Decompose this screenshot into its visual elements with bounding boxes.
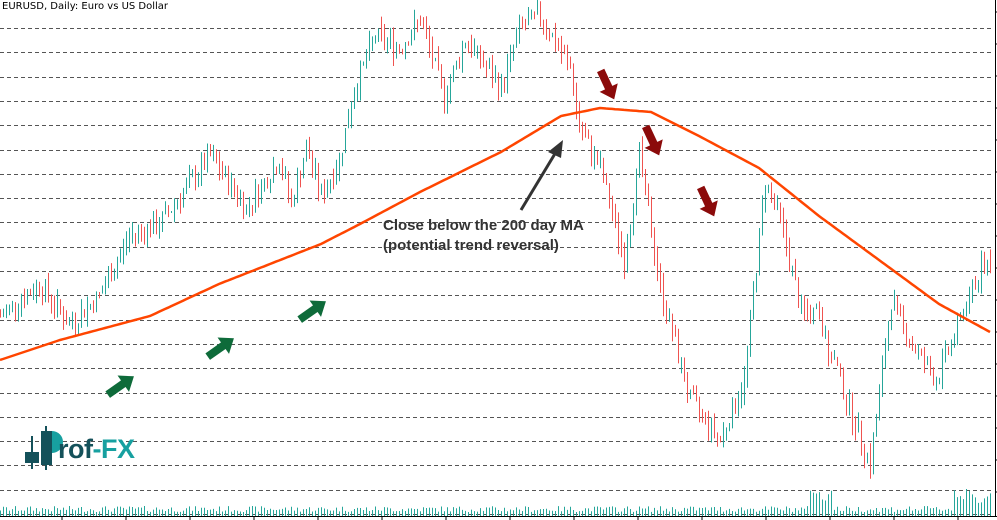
chart-title: EURUSD, Daily: Euro vs US Dollar	[2, 1, 172, 12]
annotation-line-1: Close below the 200 day MA	[383, 217, 584, 234]
annotation-arrow-shaft	[519, 151, 558, 211]
annotation-text: Close below the 200 day MA (potential tr…	[383, 216, 584, 256]
logo-candle-icon	[25, 426, 63, 470]
bearish-arrow-icon	[697, 185, 718, 217]
bearish-arrow-icon	[642, 124, 663, 156]
bearish-arrow-icon	[597, 68, 618, 100]
annotation-line-2: (potential trend reversal)	[383, 237, 559, 254]
bullish-arrow-icon	[105, 375, 134, 398]
moving-average-line	[0, 106, 991, 362]
logo-text: rof-FX	[58, 434, 135, 464]
annotation-arrow-head-icon	[548, 140, 563, 158]
bullish-arrow-icon	[297, 300, 326, 323]
prof-fx-logo: rof-FX	[24, 426, 135, 475]
bullish-arrow-icon	[205, 337, 234, 360]
